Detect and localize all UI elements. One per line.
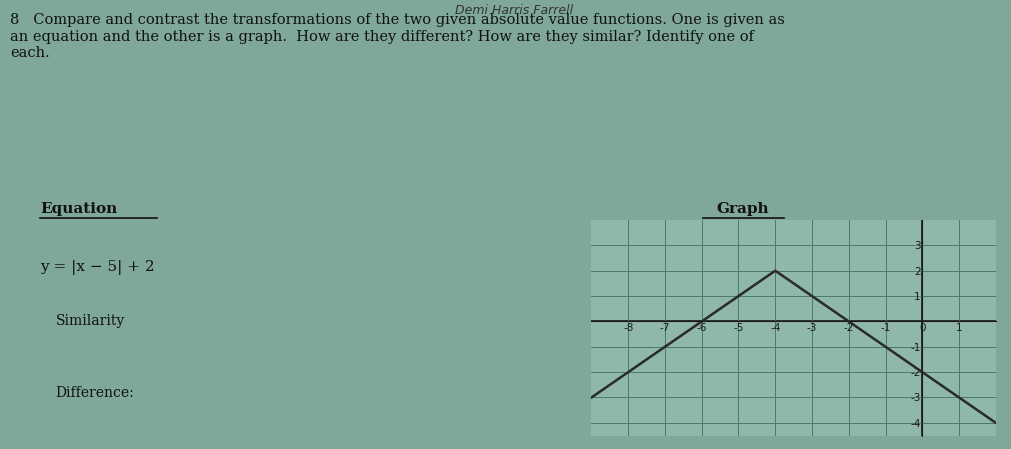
Text: Graph: Graph [717, 202, 769, 216]
Text: 8   Compare and contrast the transformations of the two given absolute value fun: 8 Compare and contrast the transformatio… [10, 13, 785, 60]
Text: Similarity: Similarity [56, 314, 124, 328]
Text: Demi Harris Farrell: Demi Harris Farrell [455, 4, 573, 18]
Text: y = |x − 5| + 2: y = |x − 5| + 2 [40, 260, 155, 275]
Text: Difference:: Difference: [56, 386, 134, 400]
Text: Equation: Equation [40, 202, 117, 216]
